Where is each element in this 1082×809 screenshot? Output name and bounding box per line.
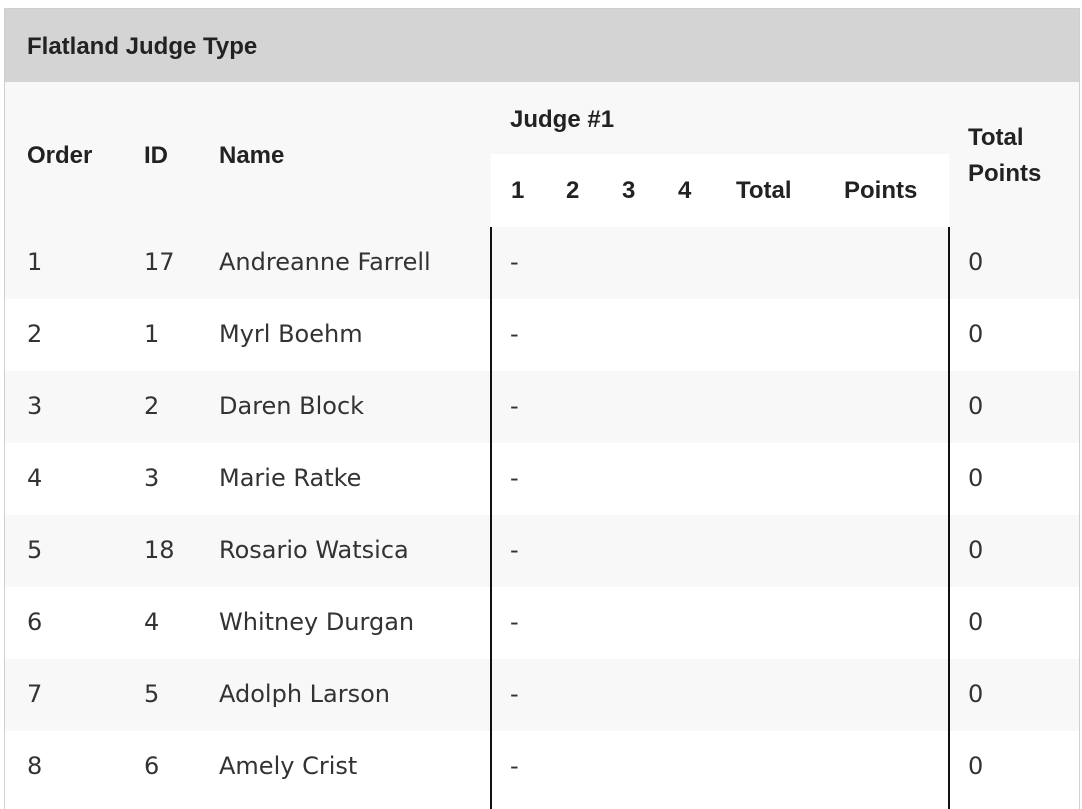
judge-column-left-border <box>490 227 492 809</box>
results-panel: Flatland Judge Type Order ID Name Judge … <box>4 8 1080 809</box>
header-judge-criterion-3: 3 <box>622 177 636 204</box>
header-total-points-line1: Total <box>968 124 1024 151</box>
table-row: 1 17 Andreanne Farrell - 0 <box>5 227 1079 299</box>
cell-order: 5 <box>27 536 43 564</box>
cell-name: Rosario Watsica <box>219 536 409 564</box>
cell-order: 8 <box>27 752 43 780</box>
header-judge: Judge #1 <box>510 106 615 133</box>
cell-judge: - <box>510 392 519 420</box>
cell-judge: - <box>510 248 519 276</box>
header-id: ID <box>144 142 168 169</box>
judge-subheader: 1 2 3 4 Total Points <box>491 154 949 227</box>
cell-name: Myrl Boehm <box>219 320 363 348</box>
header-name: Name <box>219 142 285 169</box>
cell-name: Daren Block <box>219 392 365 420</box>
cell-total: 0 <box>968 752 984 780</box>
table-row: 6 4 Whitney Durgan - 0 <box>5 587 1079 659</box>
cell-id: 18 <box>144 536 175 564</box>
cell-judge: - <box>510 464 519 492</box>
cell-id: 3 <box>144 464 160 492</box>
cell-total: 0 <box>968 680 984 708</box>
cell-total: 0 <box>968 536 984 564</box>
cell-name: Andreanne Farrell <box>219 248 431 276</box>
cell-name: Whitney Durgan <box>219 608 415 636</box>
cell-order: 6 <box>27 608 43 636</box>
cell-judge: - <box>510 536 519 564</box>
cell-id: 17 <box>144 248 175 276</box>
header-order: Order <box>27 142 93 169</box>
cell-total: 0 <box>968 248 984 276</box>
header-judge-criterion-1: 1 <box>511 177 525 204</box>
table-row: 4 3 Marie Ratke - 0 <box>5 443 1079 515</box>
cell-order: 1 <box>27 248 43 276</box>
table-row: 8 6 Amely Crist - 0 <box>5 731 1079 803</box>
cell-judge: - <box>510 320 519 348</box>
header-judge-criterion-4: 4 <box>678 177 692 204</box>
table-row: 5 18 Rosario Watsica - 0 <box>5 515 1079 587</box>
header-judge-total: Total <box>736 177 792 204</box>
panel-title: Flatland Judge Type <box>27 33 258 60</box>
header-judge-criterion-2: 2 <box>566 177 580 204</box>
cell-judge: - <box>510 680 519 708</box>
cell-id: 4 <box>144 608 160 636</box>
cell-name: Amely Crist <box>219 752 358 780</box>
cell-order: 7 <box>27 680 43 708</box>
table-row: 3 2 Daren Block - 0 <box>5 371 1079 443</box>
cell-name: Adolph Larson <box>219 680 390 708</box>
cell-id: 5 <box>144 680 160 708</box>
cell-order: 2 <box>27 320 43 348</box>
cell-name: Marie Ratke <box>219 464 362 492</box>
cell-total: 0 <box>968 608 984 636</box>
cell-id: 2 <box>144 392 160 420</box>
cell-order: 3 <box>27 392 43 420</box>
table-row: 7 5 Adolph Larson - 0 <box>5 659 1079 731</box>
panel-header: Flatland Judge Type <box>5 9 1079 82</box>
cell-id: 6 <box>144 752 160 780</box>
cell-judge: - <box>510 608 519 636</box>
cell-order: 4 <box>27 464 43 492</box>
header-total-points-line2: Points <box>968 160 1042 187</box>
table-header: Order ID Name Judge #1 1 2 3 4 Total Poi… <box>5 82 1079 227</box>
cell-total: 0 <box>968 392 984 420</box>
header-judge-points: Points <box>844 177 918 204</box>
judge-column-right-border <box>948 227 950 809</box>
cell-total: 0 <box>968 464 984 492</box>
header-total-points: Total Points <box>968 124 1041 188</box>
table-row: 2 1 Myrl Boehm - 0 <box>5 299 1079 371</box>
cell-total: 0 <box>968 320 984 348</box>
cell-judge: - <box>510 752 519 780</box>
cell-id: 1 <box>144 320 160 348</box>
